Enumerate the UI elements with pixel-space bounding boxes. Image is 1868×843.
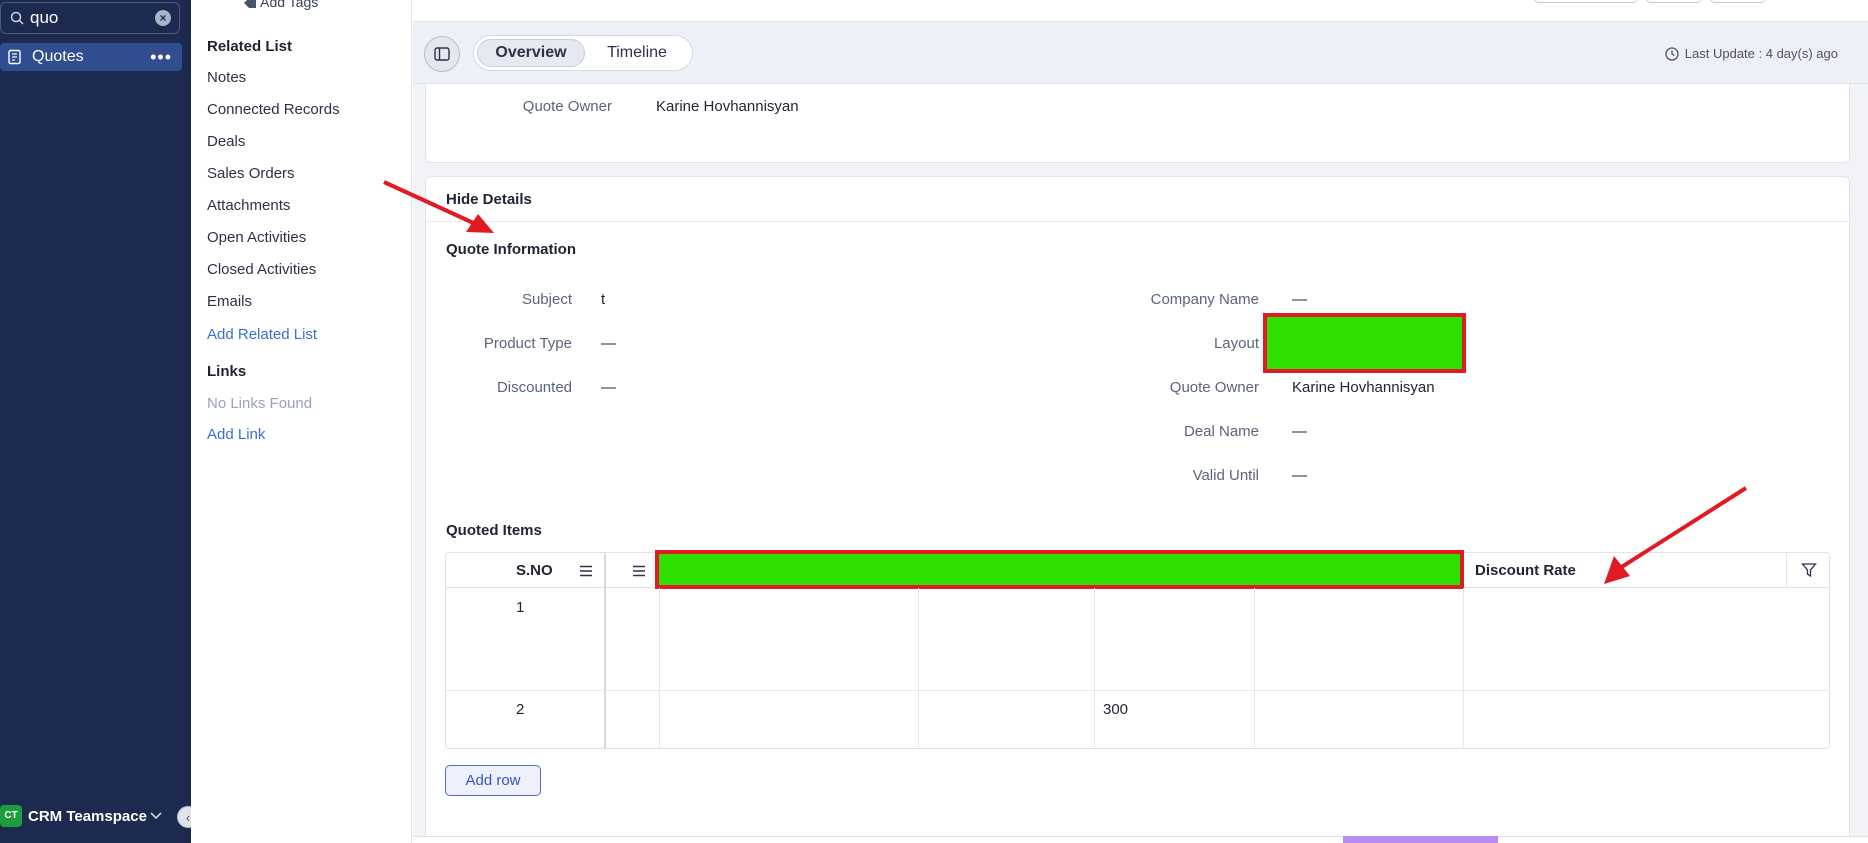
column-menu-icon[interactable] [579,565,593,577]
quoted-items-title: Quoted Items [446,522,542,539]
valid-until-label: Valid Until [1192,467,1259,484]
col-line [659,588,660,748]
add-link[interactable]: Add Link [207,426,266,443]
product-type-value[interactable]: — [601,335,616,352]
valid-until-value[interactable]: — [1292,467,1307,484]
toolbar-button-2[interactable] [1646,0,1702,3]
toggle-panel-button[interactable] [424,36,460,72]
add-tags-label: Add Tags [260,0,319,10]
col-line [604,588,606,748]
quote-owner-field-label: Quote Owner [1169,379,1259,396]
col-line [1463,588,1464,748]
col-sno-header: S.NO [516,562,553,579]
teamspace-switcher[interactable]: CT CRM Teamspace [0,801,172,831]
col-discount-rate-header: Discount Rate [1475,562,1576,579]
no-links-text: No Links Found [207,395,313,412]
search-value: quo [30,8,59,27]
teamspace-badge: CT [0,805,22,827]
clock-icon [1665,46,1679,61]
app-sidebar: quo × Quotes ••• CT CRM Teamspace [0,0,191,843]
links-title: Links [207,363,247,380]
related-item-notes[interactable]: Notes [207,69,247,86]
row-1-sno: 1 [516,599,525,616]
record-detail-area: Overview Timeline Last Update : 4 day(s)… [413,0,1868,843]
toolbar-button-1[interactable] [1534,0,1638,3]
search-icon [10,11,24,25]
add-row-button[interactable]: Add row [445,765,541,796]
divider [426,221,1849,222]
panel-toggle-icon [434,47,450,61]
col-line [1094,588,1095,748]
record-header: Overview Timeline Last Update : 4 day(s)… [413,22,1868,84]
product-type-label: Product Type [483,335,572,352]
company-name-value[interactable]: — [1292,291,1307,308]
sidebar-item-quotes[interactable]: Quotes ••• [0,43,182,71]
quote-owner-label: Quote Owner [522,98,612,115]
clear-search-icon[interactable]: × [155,10,171,26]
tag-icon [244,0,256,9]
row-2-sno: 2 [516,701,525,718]
layout-label: Layout [1213,335,1259,352]
related-item-closed-activities[interactable]: Closed Activities [207,261,317,278]
filter-icon[interactable] [1801,562,1817,578]
deal-name-label: Deal Name [1183,423,1259,440]
related-item-emails[interactable]: Emails [207,293,253,310]
discounted-label: Discounted [496,379,572,396]
related-list-title: Related List [207,38,293,55]
quote-owner-field-value[interactable]: Karine Hovhannisyan [1292,379,1435,396]
discounted-value[interactable]: — [601,379,616,396]
hide-details-toggle[interactable]: Hide Details [446,191,532,208]
col-line [918,588,919,748]
related-item-sales-orders[interactable]: Sales Orders [207,165,295,182]
summary-card: Quote Owner Karine Hovhannisyan [425,84,1850,163]
teamspace-label: CRM Teamspace [28,807,147,825]
top-toolbar-strip [413,0,1868,22]
company-name-label: Company Name [1150,291,1259,308]
redacted-layout-value [1263,313,1466,373]
view-tabs: Overview Timeline [473,35,693,71]
bottom-bar [413,836,1868,843]
column-menu-icon-2[interactable] [632,565,646,577]
subject-value[interactable]: t [601,291,606,308]
related-item-connected-records[interactable]: Connected Records [207,101,340,118]
quotes-module-icon [8,49,21,65]
column-divider-2 [1786,553,1787,588]
quote-information-title: Quote Information [446,241,576,258]
last-update-text: Last Update : 4 day(s) ago [1684,46,1838,61]
sidebar-item-label: Quotes [32,48,84,65]
tab-timeline[interactable]: Timeline [607,44,667,61]
search-input[interactable]: quo × [0,2,180,34]
last-update-info: Last Update : 4 day(s) ago [1665,46,1838,61]
add-tags-link[interactable]: Add Tags [243,0,318,10]
redacted-column-headers [655,550,1464,589]
related-item-attachments[interactable]: Attachments [207,197,291,214]
row-2-value[interactable]: 300 [1103,701,1129,718]
add-related-list-link[interactable]: Add Related List [207,326,318,343]
related-item-deals[interactable]: Deals [207,133,246,150]
deal-name-value[interactable]: — [1292,423,1307,440]
column-divider [604,553,606,588]
quoted-items-table: S.NO Discount Rate 1 2 300 [445,550,1830,749]
related-list-panel: Add Tags Related List Notes Connected Re… [191,0,412,843]
more-options-icon[interactable]: ••• [150,47,172,67]
toolbar-button-3[interactable] [1710,0,1766,3]
col-line [1254,588,1255,748]
quote-owner-value: Karine Hovhannisyan [656,98,799,115]
row-line [446,690,1829,691]
chevron-down-icon [150,812,162,820]
subject-label: Subject [521,291,572,308]
bottom-highlight [1343,836,1498,843]
tab-overview[interactable]: Overview [477,39,585,67]
related-item-open-activities[interactable]: Open Activities [207,229,307,246]
